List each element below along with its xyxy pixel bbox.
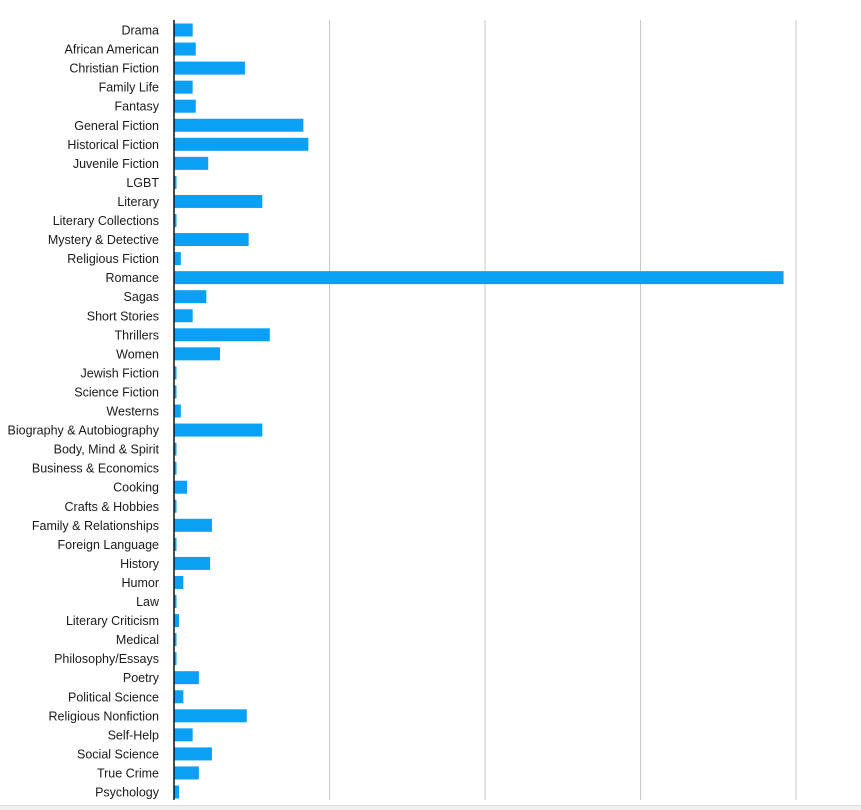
bar — [174, 23, 193, 37]
bar — [174, 747, 212, 761]
category-label: General Fiction — [74, 119, 159, 133]
category-label: Literary Collections — [53, 214, 159, 228]
bar — [174, 461, 177, 475]
bar — [174, 42, 196, 56]
category-label: Sagas — [124, 290, 159, 304]
category-label: African American — [65, 43, 160, 57]
category-label: Family Life — [99, 81, 159, 95]
category-label: Medical — [116, 633, 159, 647]
bar — [174, 785, 179, 799]
category-label: Business & Economics — [32, 462, 159, 476]
category-label: Romance — [106, 271, 160, 285]
category-label: Short Stories — [87, 309, 159, 323]
bar — [174, 347, 221, 361]
category-label: Humor — [121, 576, 159, 590]
category-label: Historical Fiction — [67, 138, 159, 152]
category-label: Family & Relationships — [32, 519, 159, 533]
bar — [174, 366, 177, 380]
category-label: Literary Criticism — [66, 614, 159, 628]
category-label: Self-Help — [108, 728, 159, 742]
bar — [174, 614, 179, 628]
category-label: True Crime — [97, 766, 159, 780]
bar — [174, 309, 193, 323]
category-label: Jewish Fiction — [81, 366, 160, 380]
bar — [174, 633, 177, 647]
category-label: Body, Mind & Spirit — [54, 443, 160, 457]
category-label: Religious Nonfiction — [49, 709, 160, 723]
bar — [174, 175, 177, 189]
category-label: Mystery & Detective — [48, 233, 159, 247]
bar — [174, 61, 245, 75]
bar — [174, 252, 181, 266]
bar — [174, 766, 199, 780]
bar — [174, 423, 263, 437]
bar — [174, 671, 199, 685]
bar — [174, 690, 184, 704]
category-label: Crafts & Hobbies — [65, 500, 159, 514]
bar — [174, 385, 177, 399]
category-label: Philosophy/Essays — [54, 652, 159, 666]
bar — [174, 728, 193, 742]
category-label: Law — [136, 595, 160, 609]
gridlines — [329, 20, 797, 800]
bar — [174, 118, 304, 132]
category-labels: Drama African American Christian Fiction Fa… — [8, 24, 160, 800]
category-label: Cooking — [113, 481, 159, 495]
category-label: LGBT — [126, 176, 159, 190]
category-label: Women — [116, 347, 159, 361]
window-bottom-edge — [0, 805, 861, 810]
bar — [174, 709, 247, 723]
bar — [174, 156, 209, 170]
category-label: Poetry — [123, 671, 160, 685]
category-label: Religious Fiction — [67, 252, 159, 266]
bar — [174, 575, 184, 589]
bar — [174, 214, 177, 227]
bars — [174, 23, 784, 799]
category-label: Political Science — [68, 690, 159, 704]
bar — [174, 652, 177, 666]
bar — [174, 328, 270, 342]
category-label: Thrillers — [115, 328, 159, 342]
bar — [174, 99, 196, 113]
category-label: Foreign Language — [58, 538, 160, 552]
bar — [174, 499, 177, 513]
bar — [174, 556, 211, 570]
bar — [174, 442, 177, 456]
bar — [174, 194, 263, 208]
bar — [174, 290, 207, 304]
category-label: Literary — [117, 195, 159, 209]
category-label: Psychology — [95, 786, 160, 800]
category-label: Christian Fiction — [69, 62, 159, 76]
category-label: History — [120, 557, 160, 571]
bar — [174, 137, 309, 151]
category-label: Science Fiction — [74, 385, 159, 399]
bar — [174, 233, 249, 247]
category-label: Fantasy — [115, 100, 160, 114]
bar — [174, 595, 177, 608]
category-label: Drama — [121, 24, 159, 38]
category-label: Biography & Autobiography — [8, 424, 160, 438]
bar — [174, 404, 181, 418]
bar — [174, 537, 177, 551]
bar — [174, 518, 212, 532]
category-label: Social Science — [77, 747, 159, 761]
category-label: Westerns — [106, 405, 159, 419]
bar — [174, 80, 193, 94]
bar — [174, 271, 784, 285]
category-label: Juvenile Fiction — [73, 157, 159, 171]
bar — [174, 480, 188, 494]
